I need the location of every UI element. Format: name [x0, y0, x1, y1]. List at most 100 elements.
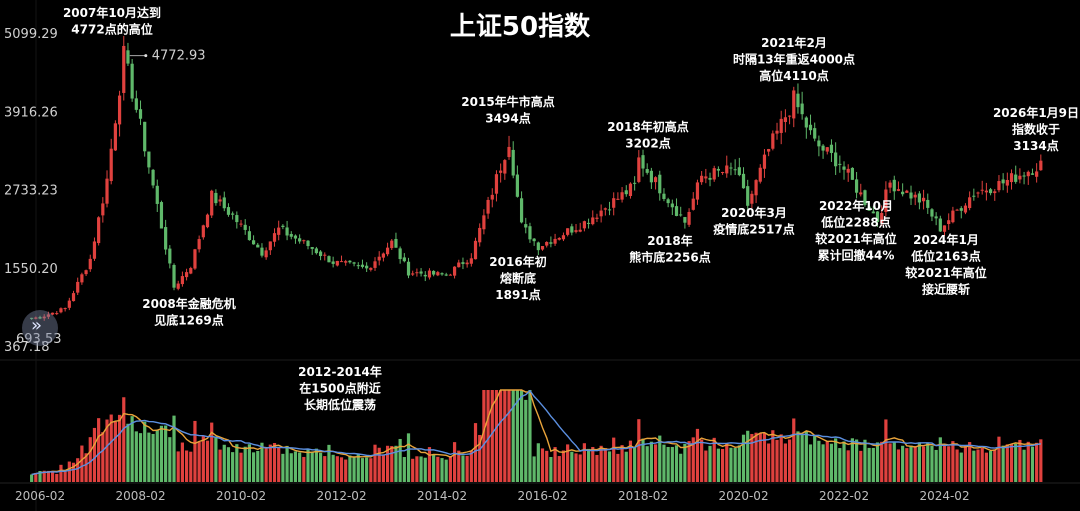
candle-body	[67, 300, 71, 308]
candle-body	[478, 227, 482, 243]
volume-bar	[390, 446, 394, 482]
candle-body	[553, 238, 557, 244]
volume-bar	[603, 448, 607, 482]
candle-body	[834, 152, 838, 167]
volume-bar	[670, 446, 674, 482]
volume-bar	[452, 442, 457, 482]
candle-body	[432, 270, 436, 275]
volume-bar	[754, 432, 758, 482]
candle-body	[511, 149, 515, 176]
candle-body	[871, 211, 875, 214]
candle-body	[486, 199, 490, 214]
candle-body	[360, 264, 365, 267]
volume-bar	[825, 441, 829, 482]
volume-bar	[193, 420, 197, 482]
y-axis: 5099.29 3916.26 2733.23 1550.20 367.18 4772.9…	[4, 27, 206, 355]
volume-bar	[934, 449, 938, 482]
volume-bar	[235, 444, 239, 482]
double-chevron-right-icon: »	[31, 315, 43, 336]
volume-ma-long-line	[31, 389, 1041, 476]
candle-body	[272, 233, 277, 242]
candle-body	[205, 214, 210, 228]
candle-body	[662, 193, 666, 199]
annotation-label: 2012-2014年在1500点附近长期低位震荡	[298, 364, 382, 412]
volume-bar	[758, 432, 762, 482]
candle-body	[402, 257, 406, 262]
volume-bar	[1009, 444, 1014, 482]
volume-bar	[503, 390, 507, 482]
candle-body	[193, 249, 197, 269]
volume-bar	[863, 439, 867, 482]
min-value-marker: 693.53	[16, 332, 62, 347]
candle-body	[557, 237, 561, 240]
candle-body	[829, 144, 834, 153]
volume-bar	[553, 447, 557, 482]
volume-bar	[767, 443, 771, 482]
candle-body	[80, 274, 84, 283]
candle-body	[251, 240, 256, 245]
volume-bar	[507, 390, 511, 482]
candle-body	[210, 190, 214, 216]
volume-bar	[469, 450, 473, 482]
candle-body	[524, 224, 528, 228]
candle-body	[448, 274, 452, 276]
volume-bar	[616, 453, 620, 482]
volume-bar	[515, 390, 519, 482]
volume-bar	[448, 456, 452, 482]
volume-bar	[151, 433, 155, 482]
candle-body	[97, 217, 101, 244]
volume-bar	[536, 443, 540, 482]
y-tick-label: 5099.29	[4, 27, 58, 42]
annotation-label: 2015年牛市高点 3494点	[461, 94, 554, 126]
volume-bar	[486, 390, 490, 482]
candle-body	[494, 174, 499, 194]
volume-bar	[666, 446, 670, 482]
candle-body	[620, 192, 624, 200]
candle-body	[381, 253, 385, 258]
volume-bar	[762, 432, 767, 482]
candle-body	[214, 192, 218, 204]
candle-body	[373, 261, 377, 268]
candle-body	[222, 197, 226, 209]
candle-body	[415, 272, 419, 274]
candle-body	[980, 189, 984, 191]
candle-body	[997, 181, 1001, 191]
candle-body	[339, 261, 344, 263]
volume-bar	[155, 429, 159, 482]
volume-bar	[277, 447, 281, 482]
candle-body	[168, 248, 172, 264]
scroll-left-button[interactable]: »	[22, 310, 58, 346]
candle-body	[499, 170, 503, 173]
candle-body	[637, 157, 641, 182]
volume-bar	[712, 437, 716, 482]
candle-body	[712, 168, 716, 180]
volume-bar	[482, 390, 486, 482]
volume-bar	[80, 445, 84, 482]
volume-bar	[88, 437, 92, 482]
volume-bar	[612, 437, 616, 482]
volume-bar	[628, 440, 633, 482]
candle-body	[436, 272, 440, 276]
volume-bar	[1014, 443, 1018, 482]
volume-bar	[63, 471, 67, 482]
volume-bar	[289, 453, 293, 482]
candle-body	[285, 227, 289, 236]
candle-body	[490, 194, 494, 200]
candle-body	[942, 225, 947, 232]
candle-body	[624, 190, 628, 195]
volume-bar	[620, 445, 624, 482]
volume-bar	[938, 437, 942, 482]
volume-bar	[511, 390, 515, 482]
volume-bar	[942, 445, 947, 482]
volume-bar	[339, 457, 344, 482]
volume-bar	[394, 445, 398, 482]
volume-bar	[490, 390, 494, 482]
candle-body	[934, 216, 938, 219]
volume-bar	[645, 446, 649, 482]
candle-body	[850, 167, 854, 180]
candle-body	[591, 217, 595, 225]
volume-bar	[272, 443, 277, 482]
candle-body	[586, 222, 591, 224]
candle-body	[758, 167, 762, 182]
candle-body	[197, 239, 201, 250]
